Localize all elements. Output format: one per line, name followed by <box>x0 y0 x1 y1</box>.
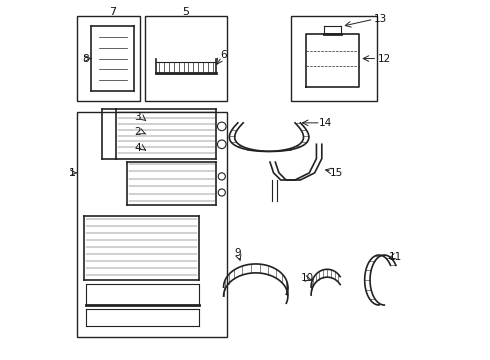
Text: 1: 1 <box>69 168 75 178</box>
Text: 12: 12 <box>378 54 391 64</box>
Text: 14: 14 <box>319 118 332 128</box>
Text: 13: 13 <box>374 14 388 24</box>
Text: 7: 7 <box>109 7 117 17</box>
Text: 4: 4 <box>135 143 141 153</box>
Text: 11: 11 <box>389 252 402 262</box>
Bar <box>145 16 227 102</box>
Text: 8: 8 <box>83 54 89 64</box>
Text: 3: 3 <box>135 112 141 122</box>
Bar <box>292 16 377 102</box>
Text: 6: 6 <box>220 50 227 60</box>
Text: 15: 15 <box>329 168 343 178</box>
Bar <box>77 16 140 102</box>
Text: 2: 2 <box>135 127 141 137</box>
Text: 9: 9 <box>235 248 241 258</box>
Bar <box>77 112 227 337</box>
Text: 5: 5 <box>183 7 190 17</box>
Text: 10: 10 <box>301 273 314 283</box>
